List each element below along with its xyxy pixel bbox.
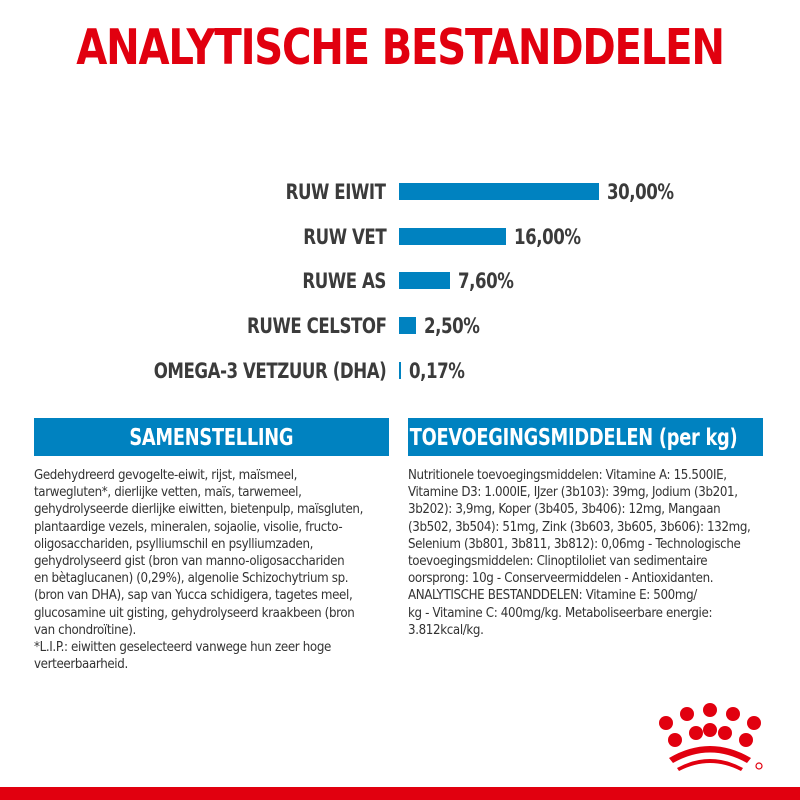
additives-line: Vitamine D3: 1.000IE, IJzer (3b103): 39m… xyxy=(408,485,738,501)
additives-line: 3b202): 3,9mg, Koper (3b405, 3b406): 12m… xyxy=(408,502,721,518)
additives-line: kg - Vitamine C: 400mg/kg. Metaboliseerb… xyxy=(408,605,713,621)
composition-footnote: *L.I.P.: eiwitten geselecteerd vanwege h… xyxy=(34,640,331,656)
chart-label: RUWE CELSTOF xyxy=(246,314,387,338)
additives-line: toevoegingsmiddelen: Clinoptiloliet van … xyxy=(408,554,708,570)
chart-row-ruwe-celstof: RUWE CELSTOF 2,50% xyxy=(0,312,800,340)
royal-canin-crown-icon xyxy=(655,700,785,780)
additives-text: Nutritionele toevoegingsmiddelen: Vitami… xyxy=(408,467,780,639)
chart-bar xyxy=(399,362,401,379)
chart-row-ruw-vet: RUW VET 16,00% xyxy=(0,223,800,251)
composition-line: plantaardige vezels, mineralen, sojaolie… xyxy=(34,519,343,535)
chart-row-ruw-eiwit: RUW EIWIT 30,00% xyxy=(0,178,800,206)
additives-line: oorsprong: 10g - Conserveermiddelen - An… xyxy=(408,571,714,587)
composition-footnote: verteerbaarheid. xyxy=(34,657,128,673)
composition-line: glucosamine uit gisting, gehydrolyseerd … xyxy=(34,605,355,621)
composition-line: (bron van DHA), sap van Yucca schidigera… xyxy=(34,588,353,604)
composition-line: gehydrolyseerde dierlijke eiwitten, biet… xyxy=(34,502,363,518)
composition-line: en bètaglucanen) (0,29%), algenolie Schi… xyxy=(34,571,349,587)
composition-line: tarwegluten*, dierlijke vetten, maïs, ta… xyxy=(34,485,302,501)
additives-line: (3b502, 3b504): 51mg, Zink (3b603, 3b605… xyxy=(408,519,751,535)
additives-line: ANALYTISCHE BESTANDDELEN: Vitamine E: 50… xyxy=(408,588,697,604)
additives-line: Nutritionele toevoegingsmiddelen: Vitami… xyxy=(408,468,727,483)
chart-bar xyxy=(399,183,599,200)
composition-line: Gedehydreerd gevogelte-eiwit, rijst, maï… xyxy=(34,468,298,483)
page-title: ANALYTISCHE BESTANDDELEN xyxy=(76,19,725,76)
chart-value: 30,00% xyxy=(607,180,674,204)
additives-line: Selenium (3b801, 3b811, 3b812): 0,06mg -… xyxy=(408,536,741,552)
chart-value: 0,17% xyxy=(409,359,465,383)
bottom-brand-band xyxy=(0,787,800,800)
chart-label: OMEGA-3 VETZUUR (DHA) xyxy=(153,359,386,383)
composition-line: gehydrolyseerd gist (bron van manno-olig… xyxy=(34,554,345,570)
chart-bar xyxy=(399,272,450,289)
chart-row-ruwe-as: RUWE AS 7,60% xyxy=(0,267,800,295)
chart-value: 7,60% xyxy=(458,269,514,293)
chart-value: 2,50% xyxy=(424,314,480,338)
chart-value: 16,00% xyxy=(514,225,581,249)
additives-line: 3.812kcal/kg. xyxy=(408,622,484,638)
composition-line: van chondroïtine). xyxy=(34,622,136,638)
chart-label: RUWE AS xyxy=(302,269,386,293)
composition-text: Gedehydreerd gevogelte-eiwit, rijst, maï… xyxy=(34,467,396,673)
chart-label: RUW VET xyxy=(303,225,386,249)
chart-label: RUW EIWIT xyxy=(286,180,386,204)
composition-header-label: SAMENSTELLING xyxy=(129,425,294,451)
additives-header: TOEVOEGINGSMIDDELEN (per kg) xyxy=(408,418,763,456)
chart-row-omega-3: OMEGA-3 VETZUUR (DHA) 0,17% xyxy=(0,357,800,385)
chart-bar xyxy=(399,228,506,245)
additives-header-label: TOEVOEGINGSMIDDELEN (per kg) xyxy=(409,425,738,451)
chart-bar xyxy=(399,317,416,334)
composition-line: oligosacchariden, psylliumschil en psyll… xyxy=(34,536,314,552)
composition-header: SAMENSTELLING xyxy=(34,418,389,456)
